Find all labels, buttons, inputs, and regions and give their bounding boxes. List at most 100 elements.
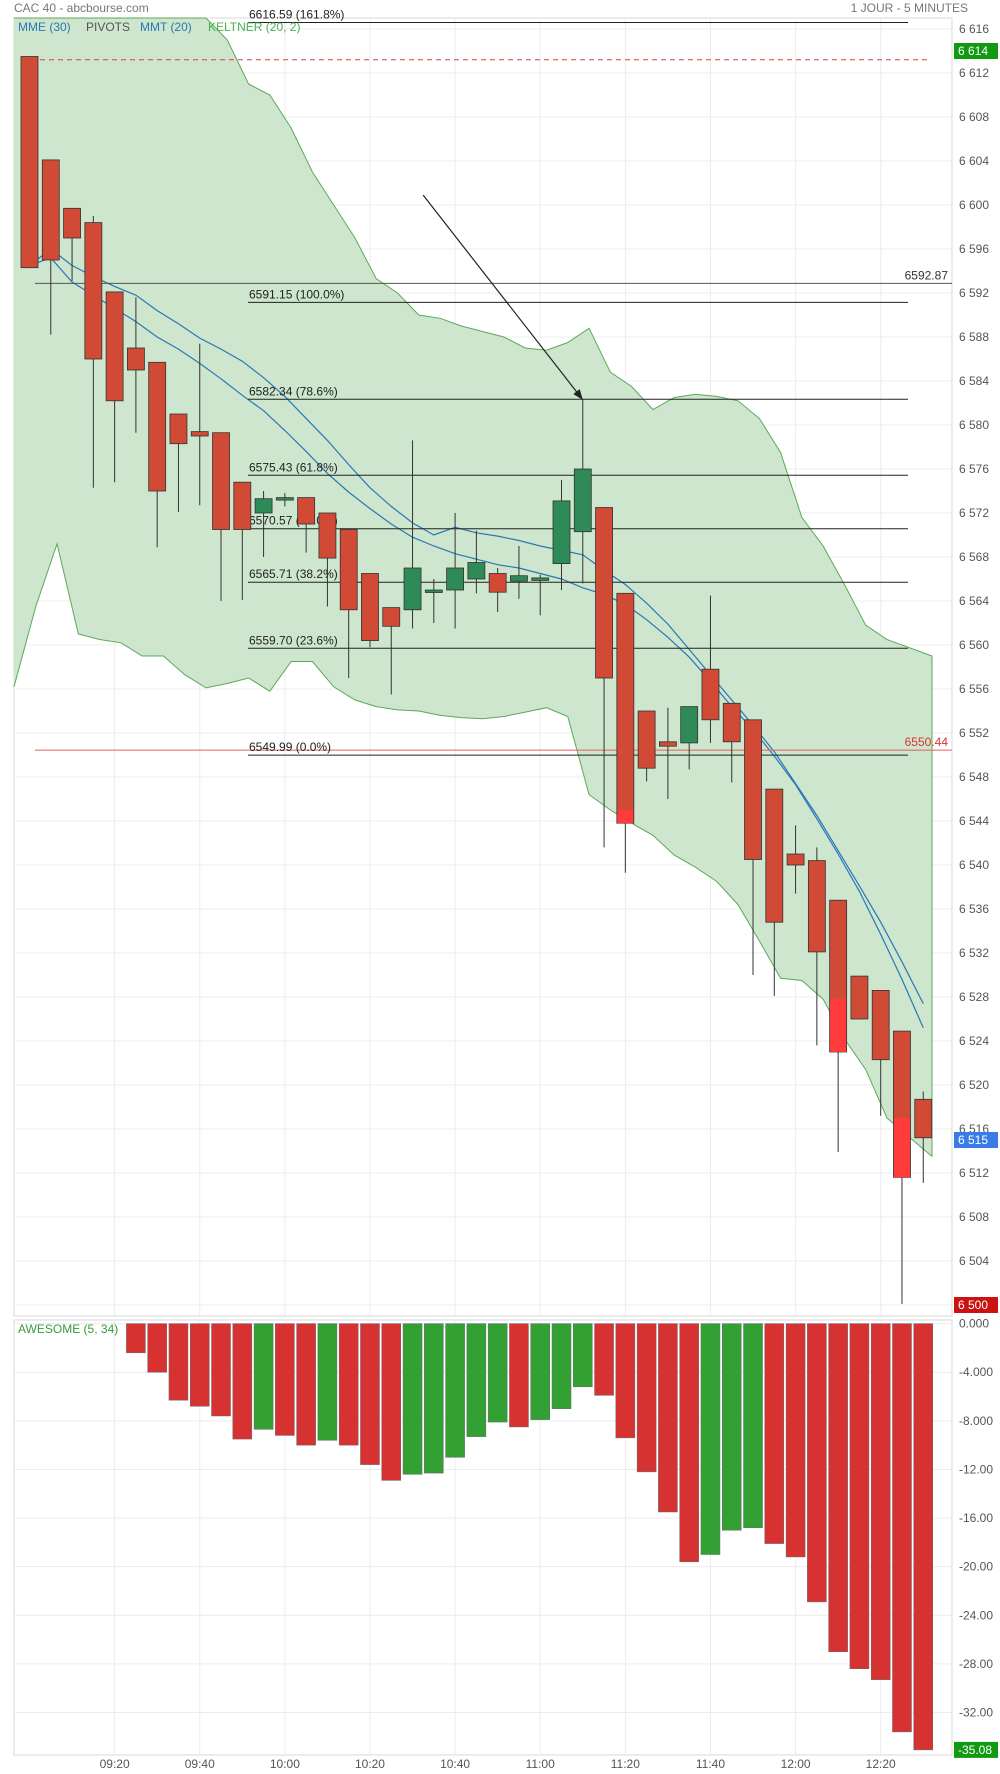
price-axis-label: 6 560 — [959, 638, 989, 652]
oscillator-bar — [509, 1323, 529, 1428]
price-axis-label: 6 572 — [959, 506, 989, 520]
price-axis-label: 6 556 — [959, 682, 989, 696]
candle-body — [403, 567, 422, 611]
oscillator-bar — [828, 1323, 848, 1652]
candle-body — [127, 347, 145, 371]
price-badge — [954, 1297, 998, 1313]
oscillator-bar — [658, 1323, 678, 1513]
oscillator-last-badge-label: -35.08 — [958, 1743, 992, 1757]
oscillator-bar — [743, 1323, 763, 1529]
candle-body — [41, 159, 60, 261]
price-axis-label: 6 604 — [959, 154, 989, 168]
candle-body — [871, 990, 890, 1061]
candle-body — [467, 562, 486, 580]
price-badge — [954, 1132, 998, 1148]
fibonacci-label: 6591.15 (100.0%) — [249, 287, 344, 301]
price-axis-label: 6 592 — [959, 286, 989, 300]
oscillator-bar — [849, 1323, 870, 1669]
candle-body — [148, 361, 167, 492]
pivot-label: 6592.87 — [905, 268, 949, 282]
oscillator-axis-label: -32.00 — [959, 1705, 993, 1719]
keltner-upper-line — [14, 17, 933, 657]
price-axis-label: 6 508 — [959, 1210, 989, 1224]
oscillator-axis-label: -20.00 — [959, 1560, 993, 1574]
candle-body — [744, 719, 762, 860]
fibonacci-label: 6575.43 (61.8%) — [249, 460, 338, 474]
candle-body — [701, 668, 720, 721]
oscillator-bar — [785, 1323, 806, 1558]
candle-body — [361, 573, 379, 641]
oscillator-bar — [126, 1323, 146, 1354]
price-axis-label: 6 588 — [959, 330, 989, 344]
candle-body — [914, 1098, 933, 1139]
fibonacci-label: 6565.71 (38.2%) — [249, 567, 338, 581]
candle-body — [424, 589, 443, 593]
price-badge-label: 6 500 — [958, 1298, 988, 1312]
time-axis-label: 11:20 — [611, 1757, 640, 1771]
price-axis-label: 6 580 — [959, 418, 989, 432]
time-axis-label: 10:20 — [355, 1757, 385, 1771]
oscillator-bar — [253, 1323, 274, 1430]
candle-body — [850, 975, 869, 1020]
candle-body — [722, 702, 741, 743]
oscillator-last-badge — [954, 1741, 998, 1758]
candle-body — [531, 577, 550, 581]
candle-body — [595, 507, 613, 679]
candle-body — [190, 431, 209, 437]
oscillator-bar — [870, 1323, 891, 1680]
legend-item: MME (30) — [18, 20, 71, 34]
candle-body — [275, 497, 294, 501]
pivot-label: 6550.44 — [905, 735, 949, 749]
oscillator-bar — [892, 1323, 912, 1733]
oscillator-bar — [913, 1323, 934, 1751]
candle-body — [680, 706, 699, 744]
oscillator-bar — [700, 1323, 721, 1555]
candle-body — [573, 468, 592, 533]
candle-body — [552, 500, 571, 564]
price-axis-label: 6 564 — [959, 594, 989, 608]
candle-body-highlight — [830, 999, 847, 1052]
candle-body — [84, 222, 103, 360]
price-axis-label: 6 552 — [959, 726, 989, 740]
candle-body — [233, 481, 252, 530]
candle-body — [63, 207, 81, 239]
oscillator-bar — [573, 1323, 593, 1388]
timeframe-label: 1 JOUR - 5 MINUTES — [850, 1, 968, 15]
price-badge-label: 6 614 — [958, 44, 988, 58]
candle-body — [105, 291, 124, 402]
oscillator-axis-label: -28.00 — [959, 1657, 993, 1671]
candle-body — [254, 498, 273, 514]
oscillator-axis-label: 0.000 — [959, 1317, 989, 1331]
price-badge — [954, 43, 998, 59]
oscillator-bar — [338, 1323, 359, 1446]
candle-body — [488, 573, 507, 593]
oscillator-axis-label: -4.000 — [959, 1365, 993, 1379]
fibonacci-label: 6616.59 (161.8%) — [249, 8, 344, 22]
fibonacci-label: 6549.99 (0.0%) — [249, 740, 331, 754]
chart-title: CAC 40 - abcbourse.com — [14, 1, 149, 15]
candle-body — [510, 575, 528, 582]
candle-body-highlight — [617, 810, 634, 824]
price-axis-label: 6 576 — [959, 462, 989, 476]
price-axis-label: 6 520 — [959, 1078, 989, 1092]
annotation-arrow — [422, 194, 584, 401]
oscillator-bar — [317, 1323, 338, 1441]
oscillator-bar — [721, 1323, 742, 1531]
oscillator-axis-label: -8.000 — [959, 1414, 993, 1428]
candle-body — [169, 413, 188, 445]
oscillator-bar — [636, 1323, 657, 1473]
oscillator-bar — [381, 1323, 402, 1481]
time-axis-label: 12:20 — [866, 1757, 896, 1771]
candle-body — [212, 432, 230, 530]
oscillator-bar — [764, 1323, 785, 1544]
oscillator-bar — [402, 1323, 423, 1475]
fibonacci-label: 6559.70 (23.6%) — [249, 633, 338, 647]
time-axis-label: 11:40 — [696, 1757, 725, 1771]
price-badge-label: 6 515 — [958, 1133, 988, 1147]
annotation-arrow-head — [573, 389, 583, 400]
price-axis-label: 6 616 — [959, 22, 989, 36]
time-axis-label: 11:00 — [526, 1757, 555, 1771]
time-axis-label: 12:00 — [781, 1757, 811, 1771]
legend-item: PIVOTS — [86, 20, 130, 34]
